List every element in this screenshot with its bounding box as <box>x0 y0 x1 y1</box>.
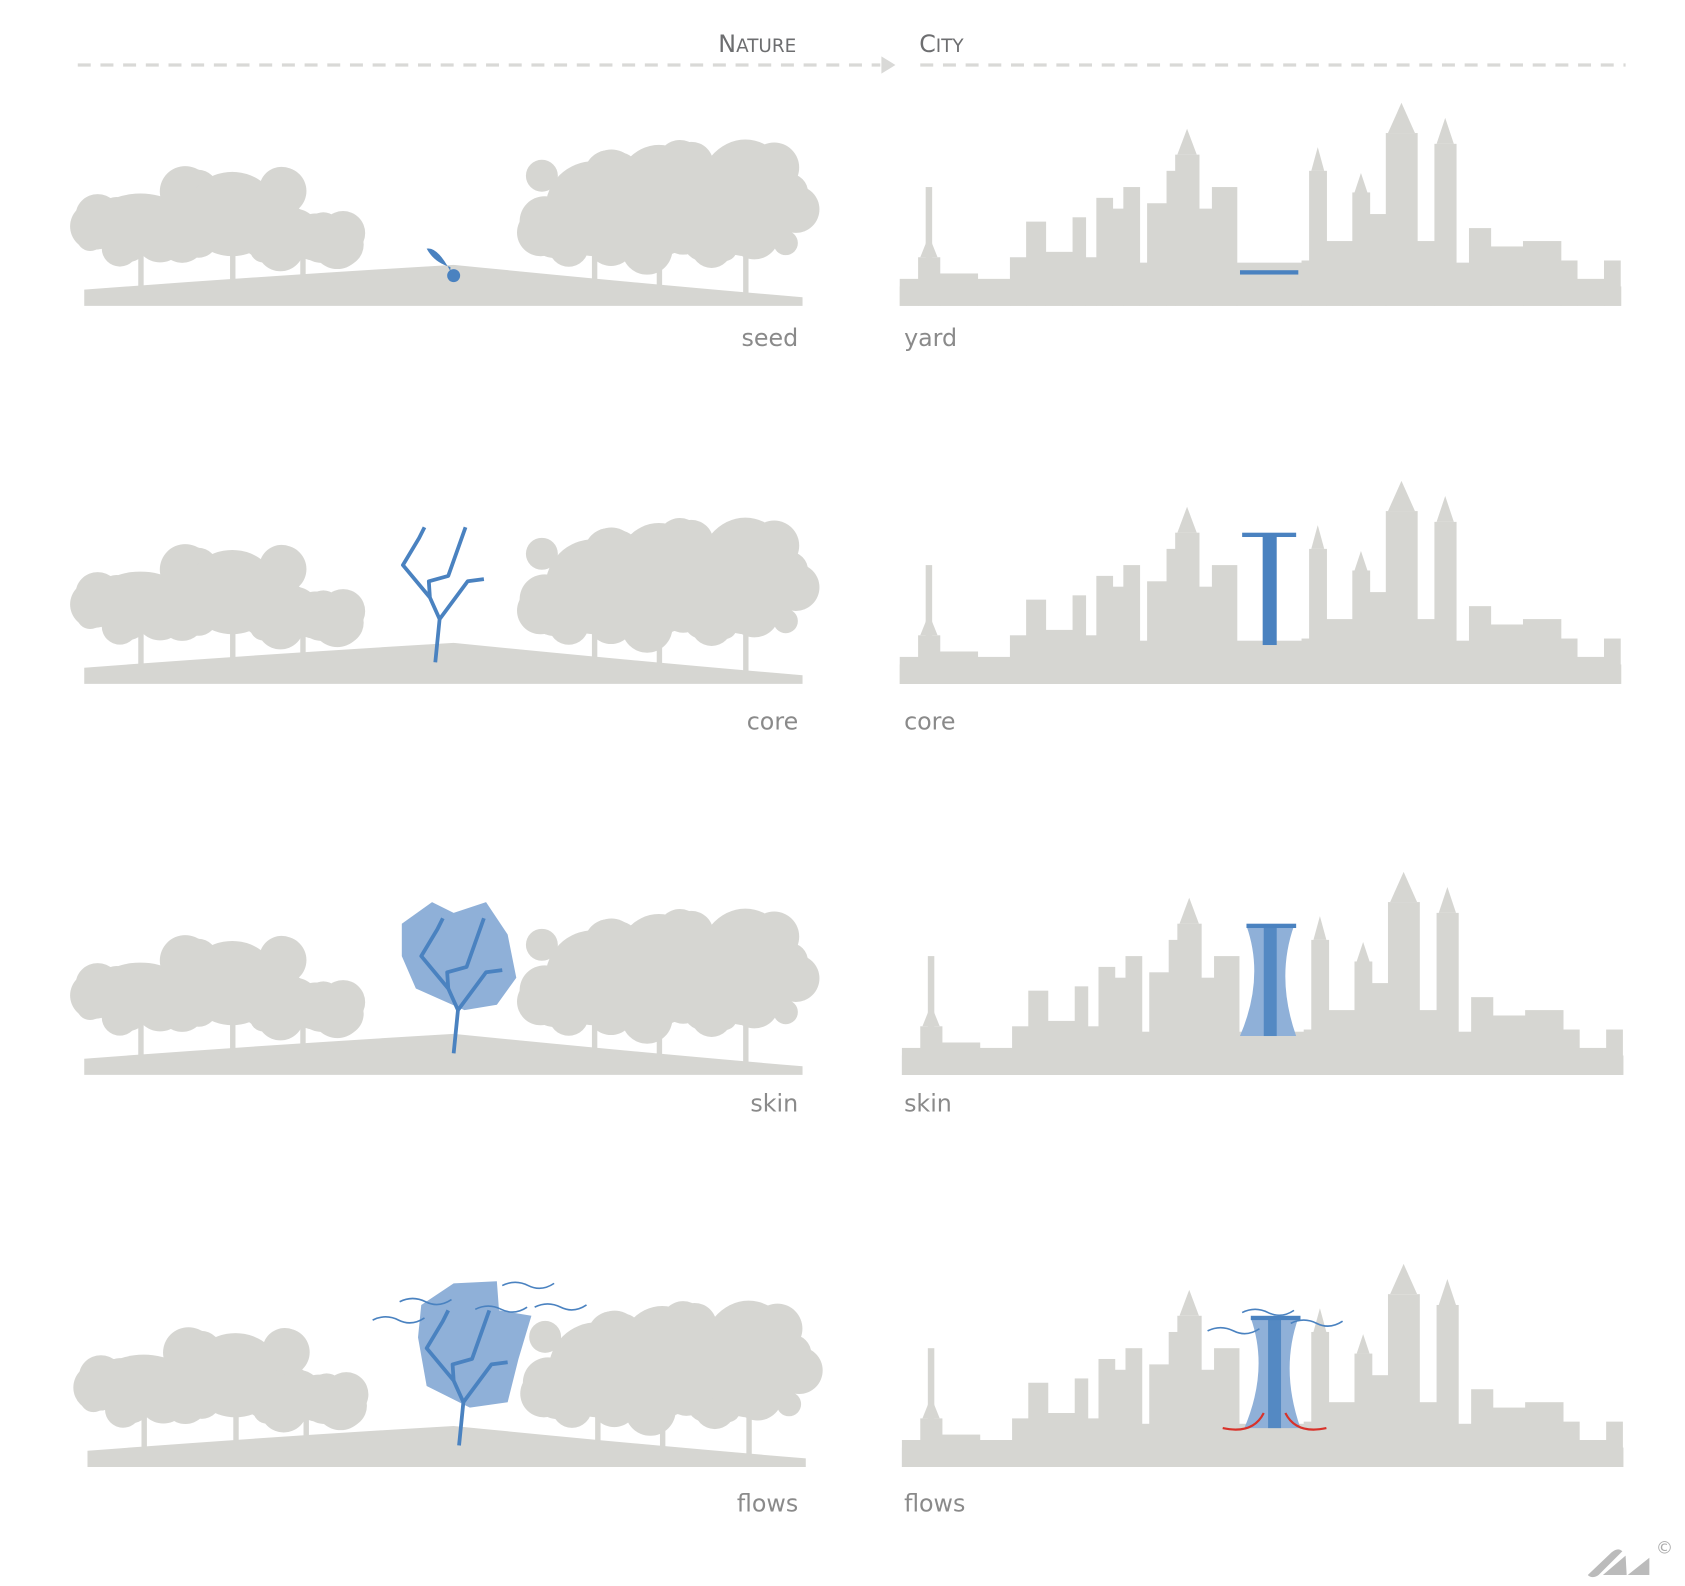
tower-top <box>1246 923 1297 929</box>
wind-flow-arrow-icon <box>372 1316 425 1324</box>
copyright-symbol: © <box>1656 1538 1673 1558</box>
timeline-arrow-icon <box>881 56 896 74</box>
row-flows: flows flows <box>73 1263 1624 1517</box>
city-skyline <box>901 1263 1624 1467</box>
seed-icon <box>447 269 461 283</box>
air-flow-arrow-icon <box>1241 1308 1295 1317</box>
nature-stage-label: seed <box>742 324 799 352</box>
wind-flow-arrow-icon <box>534 1303 587 1311</box>
row-core: core core <box>70 480 1622 735</box>
stage-illustration-flows <box>372 1281 1344 1446</box>
wind-flow-arrow-icon <box>399 1297 452 1306</box>
header: NATURE CITY <box>77 30 1626 74</box>
tower-core <box>1263 925 1277 1037</box>
city-stage-label: skin <box>904 1090 952 1118</box>
nature-stage-label: skin <box>750 1090 798 1118</box>
tower-core <box>1262 534 1277 646</box>
tree-core-branches <box>424 1309 508 1446</box>
nature-heading: NATURE <box>718 30 796 58</box>
city-stage-label: core <box>904 707 955 735</box>
row-seed: seed yard <box>70 102 1622 352</box>
row-skin: skin skin <box>70 871 1624 1118</box>
city-skyline <box>899 480 1622 684</box>
tower-core <box>1268 1317 1282 1429</box>
stage-illustration-seed <box>426 248 1299 283</box>
logo: © <box>1587 1538 1673 1578</box>
tower-top <box>1242 532 1297 538</box>
city-heading: CITY <box>919 30 964 58</box>
yard-bar <box>1239 270 1299 275</box>
intake-flow-arrows-icon <box>1222 1412 1327 1431</box>
nature-stage-label: flows <box>737 1489 798 1517</box>
city-stage-label: flows <box>904 1489 965 1517</box>
leaf-icon <box>426 248 451 272</box>
nature-silhouette <box>73 1300 823 1467</box>
canopy-skin <box>401 902 517 1011</box>
wind-flow-arrow-icon <box>501 1281 555 1290</box>
stage-illustration-core <box>400 526 1297 663</box>
nature-silhouette <box>70 139 820 306</box>
tree-core-branches <box>400 526 485 663</box>
city-skyline <box>899 102 1622 306</box>
tree-core-branches <box>419 917 503 1054</box>
city-stage-label: yard <box>904 324 957 352</box>
air-flow-arrow-icon <box>1290 1319 1344 1327</box>
wind-flow-arrow-icon <box>474 1305 528 1313</box>
nature-silhouette <box>70 908 820 1075</box>
city-skyline <box>901 871 1624 1075</box>
nature-stage-label: core <box>747 707 798 735</box>
tower-top <box>1250 1315 1301 1321</box>
logo-mark-icon <box>1587 1549 1650 1578</box>
nature-silhouette <box>70 517 820 684</box>
stage-illustration-skin <box>401 902 1297 1054</box>
air-flow-arrow-icon <box>1207 1326 1260 1335</box>
